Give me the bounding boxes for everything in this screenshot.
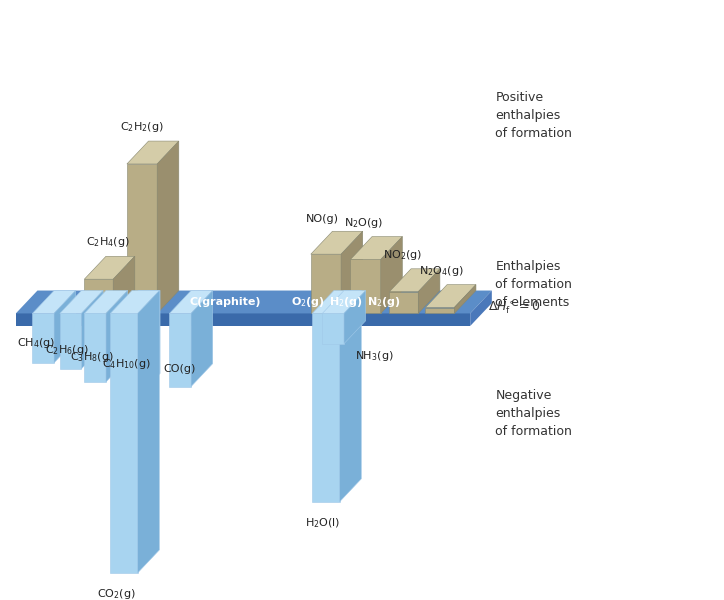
- Polygon shape: [138, 290, 159, 573]
- Polygon shape: [381, 236, 403, 313]
- Polygon shape: [390, 269, 440, 292]
- Polygon shape: [110, 290, 159, 313]
- Polygon shape: [54, 290, 76, 363]
- Polygon shape: [169, 313, 191, 386]
- Polygon shape: [312, 290, 361, 313]
- Text: NO(g): NO(g): [306, 214, 339, 224]
- Polygon shape: [60, 290, 103, 313]
- Polygon shape: [470, 290, 492, 326]
- Polygon shape: [311, 254, 341, 313]
- Polygon shape: [84, 290, 127, 313]
- Text: CO$_2$(g): CO$_2$(g): [98, 587, 136, 600]
- Polygon shape: [350, 259, 381, 313]
- Text: C$_2$H$_4$(g): C$_2$H$_4$(g): [86, 235, 130, 250]
- Polygon shape: [322, 313, 344, 344]
- Polygon shape: [110, 313, 138, 573]
- Polygon shape: [16, 313, 470, 326]
- Polygon shape: [33, 313, 54, 363]
- Polygon shape: [60, 313, 81, 369]
- Polygon shape: [81, 290, 103, 369]
- Polygon shape: [344, 290, 366, 344]
- Text: N$_2$O$_4$(g): N$_2$O$_4$(g): [419, 264, 463, 278]
- Polygon shape: [113, 256, 135, 313]
- Polygon shape: [84, 279, 113, 313]
- Text: NO$_2$(g): NO$_2$(g): [383, 248, 422, 262]
- Polygon shape: [117, 313, 138, 397]
- Text: H$_2$(g): H$_2$(g): [329, 295, 363, 309]
- Text: $\Delta H_\mathrm{f}^\circ = 0$: $\Delta H_\mathrm{f}^\circ = 0$: [488, 299, 541, 316]
- Text: C$_3$H$_8$(g): C$_3$H$_8$(g): [70, 350, 114, 364]
- Polygon shape: [169, 290, 213, 313]
- Text: CO(g): CO(g): [164, 364, 196, 374]
- Polygon shape: [16, 290, 492, 313]
- Polygon shape: [311, 231, 363, 254]
- Text: H$_2$O(l): H$_2$O(l): [305, 516, 340, 530]
- Text: Negative
enthalpies
of formation: Negative enthalpies of formation: [495, 389, 572, 438]
- Polygon shape: [84, 313, 106, 382]
- Polygon shape: [117, 290, 160, 313]
- Text: C$_2$H$_6$(g): C$_2$H$_6$(g): [45, 343, 88, 357]
- Polygon shape: [138, 290, 160, 397]
- Text: O$_2$(g): O$_2$(g): [291, 295, 325, 309]
- Polygon shape: [340, 290, 361, 502]
- Polygon shape: [322, 290, 366, 313]
- Polygon shape: [127, 141, 179, 164]
- Polygon shape: [390, 292, 418, 313]
- Polygon shape: [127, 164, 157, 313]
- Polygon shape: [455, 284, 476, 313]
- Text: C(graphite): C(graphite): [189, 297, 261, 307]
- Polygon shape: [418, 269, 440, 313]
- Text: Positive
enthalpies
of formation: Positive enthalpies of formation: [495, 91, 572, 140]
- Polygon shape: [157, 141, 179, 313]
- Text: NH$_3$(g): NH$_3$(g): [355, 349, 393, 364]
- Text: N$_2$(g): N$_2$(g): [367, 295, 400, 309]
- Polygon shape: [426, 284, 476, 308]
- Text: C$_2$H$_2$(g): C$_2$H$_2$(g): [120, 120, 164, 134]
- Text: Enthalpies
of formation
of elements: Enthalpies of formation of elements: [495, 260, 572, 310]
- Text: C$_4$H$_{10}$(g): C$_4$H$_{10}$(g): [102, 357, 151, 371]
- Polygon shape: [33, 290, 76, 313]
- Polygon shape: [312, 313, 340, 502]
- Text: N$_2$O(g): N$_2$O(g): [344, 215, 383, 230]
- Polygon shape: [84, 256, 135, 279]
- Polygon shape: [106, 290, 127, 382]
- Polygon shape: [426, 308, 455, 313]
- Polygon shape: [341, 231, 363, 313]
- Polygon shape: [350, 236, 403, 259]
- Polygon shape: [191, 290, 213, 386]
- Text: CH$_4$(g): CH$_4$(g): [17, 337, 56, 350]
